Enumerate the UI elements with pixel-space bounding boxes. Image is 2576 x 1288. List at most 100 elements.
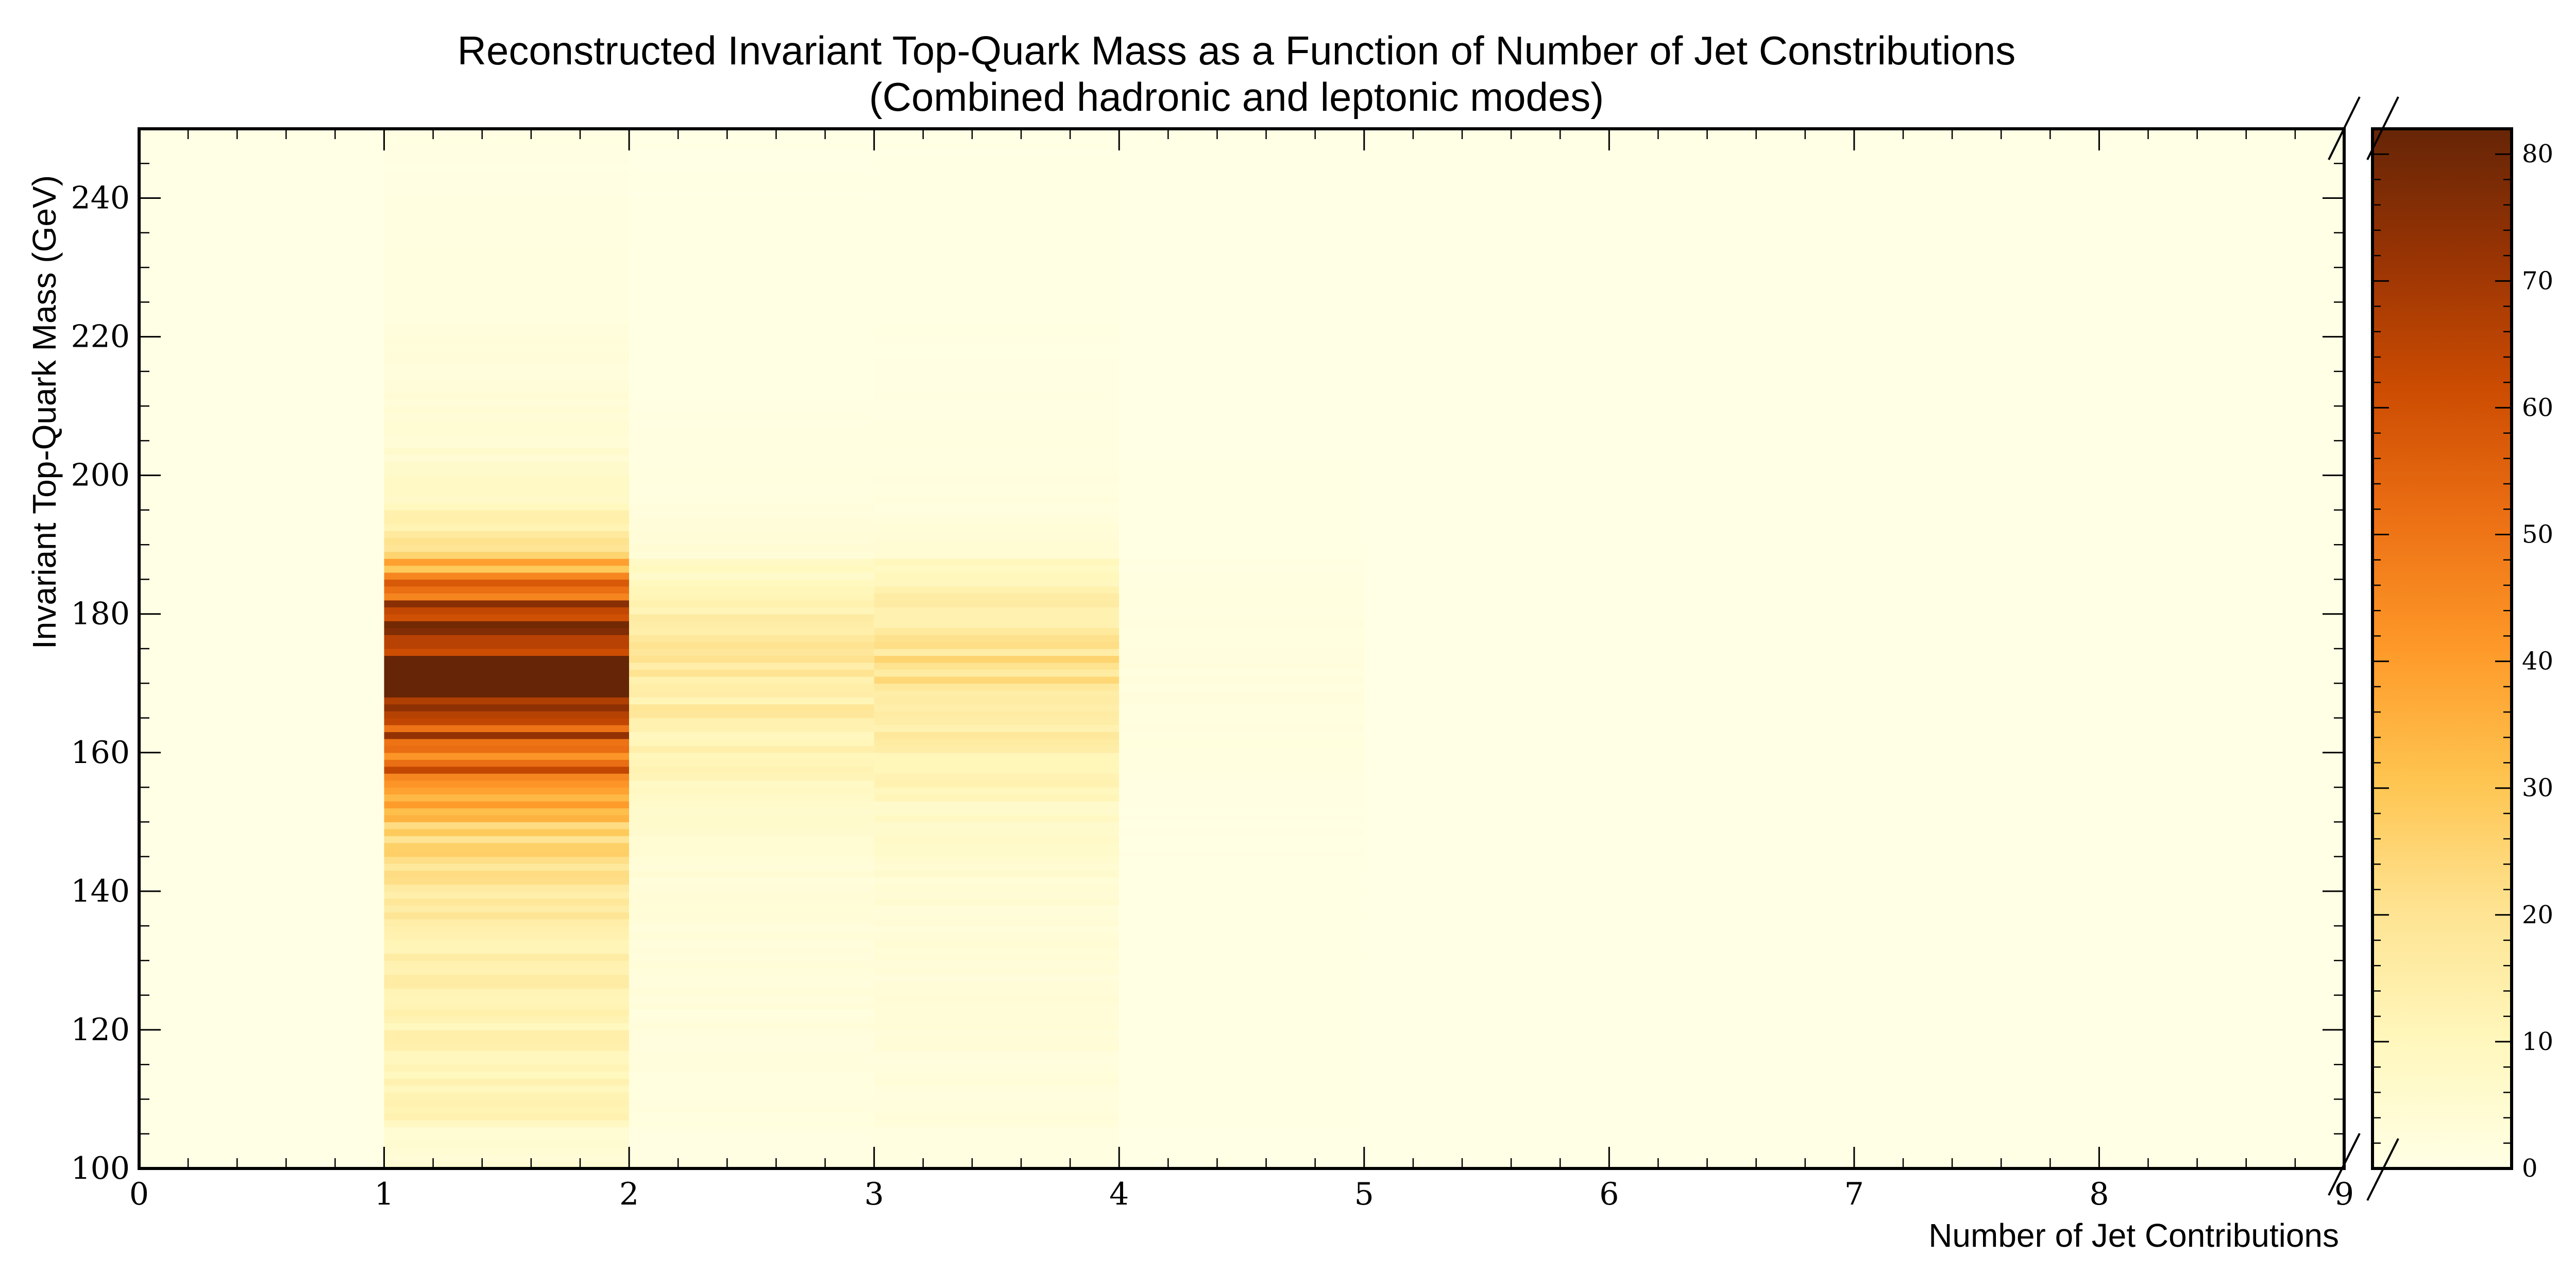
heatmap-cell xyxy=(384,461,630,469)
heatmap-cell xyxy=(874,392,1120,400)
heatmap-cell xyxy=(384,212,630,219)
heatmap-cell xyxy=(874,545,1120,552)
colorbar-bar xyxy=(2371,127,2513,1170)
heatmap-cell xyxy=(629,828,874,836)
heatmap-cell xyxy=(629,967,874,975)
heatmap-cell xyxy=(874,953,1120,961)
heatmap-cell xyxy=(384,281,630,289)
heatmap-cell xyxy=(1119,773,1364,781)
heatmap-cell xyxy=(384,129,630,137)
heatmap-cell xyxy=(874,336,1120,344)
chart-title: Reconstructed Invariant Top-Quark Mass a… xyxy=(457,28,2016,73)
heatmap-cell xyxy=(629,600,874,607)
heatmap-cell xyxy=(629,1113,874,1121)
heatmap-cell xyxy=(384,662,630,670)
heatmap-cell xyxy=(384,545,630,552)
heatmap-column-0 xyxy=(139,129,384,1168)
heatmap-cell xyxy=(1119,808,1364,816)
heatmap-cell xyxy=(384,621,630,629)
colorbar-tick-label: 60 xyxy=(2522,393,2553,422)
heatmap-cell xyxy=(629,649,874,656)
heatmap-cell xyxy=(384,960,630,968)
heatmap-cell xyxy=(1119,732,1364,739)
heatmap-cell xyxy=(874,184,1120,192)
heatmap-cell xyxy=(874,517,1120,524)
heatmap-cell xyxy=(874,344,1120,351)
x-tick-label: 4 xyxy=(1109,1176,1129,1212)
heatmap-cell xyxy=(1119,621,1364,629)
heatmap-cell xyxy=(629,669,874,677)
heatmap-cell xyxy=(1119,711,1364,719)
heatmap-cell xyxy=(874,1155,1120,1162)
heatmap-cell xyxy=(874,246,1120,254)
heatmap-cell xyxy=(1119,891,1364,899)
heatmap-cell xyxy=(1119,953,1364,961)
heatmap-cell xyxy=(1119,905,1364,912)
heatmap-cell xyxy=(874,745,1120,753)
heatmap-cell xyxy=(629,870,874,878)
heatmap-cell xyxy=(874,738,1120,746)
heatmap-cell xyxy=(629,953,874,961)
heatmap-cell xyxy=(1119,766,1364,774)
heatmap-cell xyxy=(874,1099,1120,1107)
heatmap-cell xyxy=(874,628,1120,635)
heatmap-cell xyxy=(1119,745,1364,753)
colorbar-tick-label: 30 xyxy=(2522,774,2553,803)
heatmap-cell xyxy=(629,323,874,330)
heatmap-cell xyxy=(629,274,874,282)
colorbar-tick-label: 50 xyxy=(2522,520,2553,549)
heatmap-cell xyxy=(384,738,630,746)
heatmap-cell xyxy=(384,641,630,649)
heatmap-cell xyxy=(384,628,630,635)
heatmap-cell xyxy=(874,1113,1120,1121)
heatmap-cell xyxy=(874,218,1120,226)
heatmap-cell xyxy=(874,704,1120,711)
heatmap-cell xyxy=(1119,545,1364,552)
heatmap-cell xyxy=(874,316,1120,324)
heatmap-cell xyxy=(1119,960,1364,968)
heatmap-cell xyxy=(874,891,1120,899)
heatmap-cell xyxy=(1119,1064,1364,1072)
heatmap-cell xyxy=(384,468,630,476)
heatmap-cell xyxy=(1119,836,1364,843)
heatmap-cell xyxy=(629,406,874,414)
heatmap-cell xyxy=(874,856,1120,864)
heatmap-cell xyxy=(384,842,630,850)
heatmap-cell xyxy=(629,482,874,490)
heatmap-cell xyxy=(629,960,874,968)
heatmap-cell xyxy=(1119,558,1364,566)
heatmap-cell xyxy=(629,1120,874,1127)
heatmap-cell xyxy=(629,738,874,746)
heatmap-cell xyxy=(629,267,874,275)
heatmap-cell xyxy=(1119,489,1364,497)
heatmap-cell xyxy=(384,350,630,358)
heatmap-cell xyxy=(1119,690,1364,698)
heatmap-cell xyxy=(384,1133,630,1141)
heatmap-cell xyxy=(384,600,630,607)
heatmap-cell xyxy=(874,447,1120,455)
heatmap-cell xyxy=(1119,822,1364,829)
heatmap-cells xyxy=(139,129,2344,1169)
heatmap-cell xyxy=(874,440,1120,448)
heatmap-cell xyxy=(874,163,1120,171)
heatmap-cell xyxy=(629,752,874,760)
heatmap-cell xyxy=(874,475,1120,483)
y-axis-label: Invariant Top-Quark Mass (GeV) xyxy=(26,175,63,649)
heatmap-cell xyxy=(874,1043,1120,1051)
heatmap-cell xyxy=(874,510,1120,517)
heatmap-cell xyxy=(1119,1092,1364,1100)
heatmap-cell xyxy=(629,392,874,400)
heatmap-cell xyxy=(629,794,874,802)
heatmap-cell xyxy=(874,205,1120,213)
heatmap-cell xyxy=(384,392,630,400)
heatmap-cell xyxy=(1119,794,1364,802)
heatmap-cell xyxy=(384,870,630,878)
heatmap-cell xyxy=(629,926,874,934)
heatmap-cell xyxy=(629,205,874,213)
heatmap-cell xyxy=(874,974,1120,982)
heatmap-cell xyxy=(874,468,1120,476)
colorbar-tick-label: 40 xyxy=(2522,647,2553,676)
heatmap-cell xyxy=(384,704,630,711)
heatmap-column-5 xyxy=(1364,129,1609,1168)
heatmap-cell xyxy=(384,614,630,621)
